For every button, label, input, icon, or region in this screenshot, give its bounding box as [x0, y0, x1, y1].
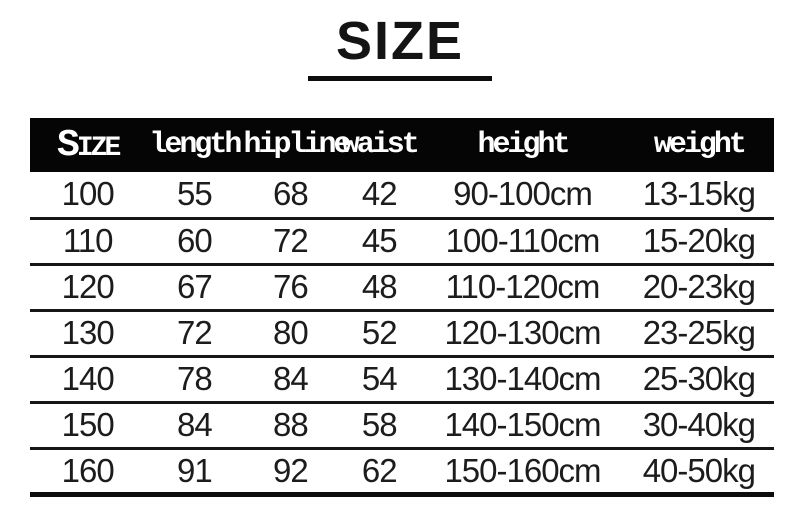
cell-length: 72	[177, 314, 213, 351]
cell-height: 90-100cm	[453, 175, 593, 213]
cell-height: 130-140cm	[444, 360, 601, 397]
page-title: SIZE	[307, 11, 493, 82]
column-header-length: length	[149, 128, 242, 162]
cell-size: 150	[61, 406, 115, 443]
cell-hipline: 72	[273, 222, 309, 259]
cell-hipline: 88	[273, 406, 309, 443]
column-header-size: SIZE	[57, 123, 121, 167]
cell-height: 100-110cm	[445, 222, 601, 259]
cell-height: 110-120cm	[445, 268, 601, 305]
cell-waist: 48	[361, 268, 398, 305]
table-row: 110 60 72 45 100-110cm 15-20kg	[30, 218, 774, 264]
cell-hipline: 80	[273, 314, 309, 351]
cell-size: 110	[62, 222, 114, 259]
cell-hipline: 68	[273, 175, 309, 213]
cell-height: 140-150cm	[444, 406, 601, 443]
size-table: SIZE length hipline waist height weight …	[30, 118, 774, 497]
column-header-height: height	[477, 128, 570, 162]
cell-weight: 13-15kg	[642, 175, 756, 213]
cell-weight: 20-23kg	[642, 268, 756, 305]
cell-weight: 15-20kg	[642, 222, 756, 259]
cell-weight: 40-50kg	[642, 451, 756, 489]
cell-hipline: 92	[273, 451, 309, 489]
cell-waist: 45	[361, 222, 398, 259]
cell-hipline: 84	[273, 360, 309, 397]
cell-size: 140	[61, 360, 115, 397]
cell-size: 120	[61, 268, 115, 305]
column-header-hipline: hipline	[243, 128, 352, 162]
size-table-body: 100 55 68 42 90-100cm 13-15kg 110 60 72 …	[30, 172, 774, 494]
cell-length: 91	[177, 451, 213, 489]
cell-waist: 58	[361, 406, 398, 443]
cell-waist: 52	[361, 314, 398, 351]
cell-waist: 62	[361, 451, 398, 489]
cell-weight: 30-40kg	[642, 406, 756, 443]
header-row: SIZE length hipline waist height weight	[30, 118, 774, 172]
cell-weight: 25-30kg	[642, 360, 756, 397]
table-row: 160 91 92 62 150-160cm 40-50kg	[30, 448, 774, 494]
cell-height: 120-130cm	[444, 314, 601, 351]
column-header-waist: waist	[341, 128, 420, 162]
cell-length: 78	[177, 360, 213, 397]
cell-hipline: 76	[273, 268, 309, 305]
column-header-weight: weight	[653, 128, 747, 162]
cell-weight: 23-25kg	[642, 314, 756, 351]
cell-size: 160	[61, 451, 115, 489]
cell-length: 60	[177, 222, 213, 259]
table-row: 150 84 88 58 140-150cm 30-40kg	[30, 402, 774, 448]
cell-size: 130	[61, 314, 115, 351]
table-row: 140 78 84 54 130-140cm 25-30kg	[30, 356, 774, 402]
title-wrap: SIZE	[0, 0, 800, 82]
cell-size: 100	[61, 175, 115, 213]
cell-height: 150-160cm	[444, 451, 601, 489]
cell-waist: 42	[361, 175, 398, 213]
cell-length: 84	[177, 406, 213, 443]
cell-length: 67	[177, 268, 213, 305]
table-row: 100 55 68 42 90-100cm 13-15kg	[30, 172, 774, 218]
cell-length: 55	[177, 175, 213, 213]
size-table-header: SIZE length hipline waist height weight	[30, 118, 774, 172]
table-row: 120 67 76 48 110-120cm 20-23kg	[30, 264, 774, 310]
table-row: 130 72 80 52 120-130cm 23-25kg	[30, 310, 774, 356]
cell-waist: 54	[361, 360, 398, 397]
